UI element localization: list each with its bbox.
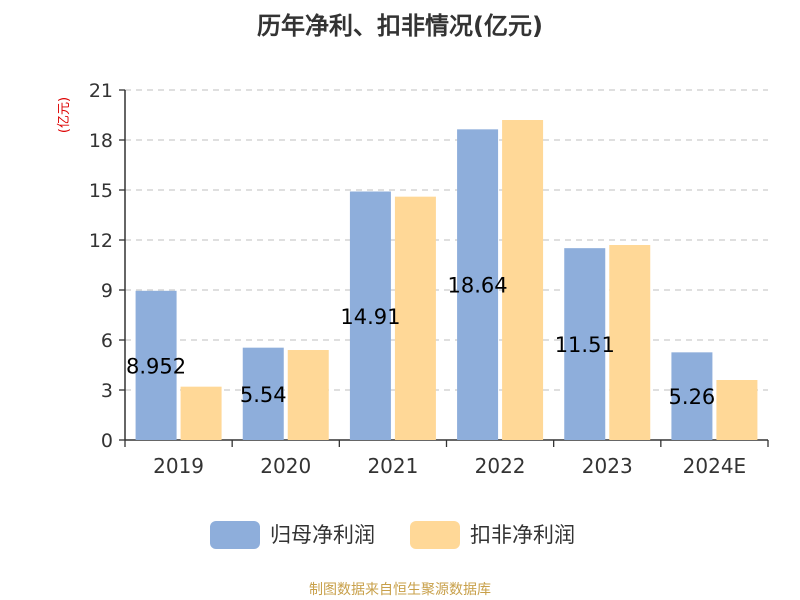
- chart-title: 历年净利、扣非情况(亿元): [257, 12, 543, 40]
- bar-series-1[interactable]: [502, 120, 544, 440]
- bar-series-0[interactable]: [457, 129, 499, 441]
- y-tick-label: 21: [89, 80, 113, 102]
- y-tick-label: 18: [89, 130, 113, 152]
- bar-series-0[interactable]: [242, 347, 284, 440]
- y-tick-label: 9: [101, 280, 113, 302]
- x-tick-label: 2019: [153, 454, 204, 478]
- axes: 0 3 6 9 12 15 18 21 2019 2020 2021 2022 2023 2024E: [89, 80, 769, 478]
- legend: 归母净利润 扣非净利润: [210, 521, 575, 549]
- y-tick-label: 3: [101, 380, 113, 402]
- y-tick-label: 0: [101, 430, 113, 452]
- data-label: 8.952: [126, 354, 186, 378]
- x-tick-label: 2020: [260, 454, 311, 478]
- data-label: 5.26: [669, 385, 716, 409]
- legend-item-series-1[interactable]: 扣非净利润: [410, 521, 575, 549]
- legend-item-series-0[interactable]: 归母净利润: [210, 521, 375, 549]
- x-tick-label: 2022: [475, 454, 526, 478]
- bar-series-1[interactable]: [287, 350, 329, 440]
- data-label: 18.64: [448, 274, 508, 298]
- y-axis-unit: (亿元): [57, 97, 72, 133]
- data-label: 14.91: [340, 305, 400, 329]
- legend-label-series-0: 归母净利润: [270, 523, 375, 547]
- legend-swatch-series-0: [210, 521, 260, 549]
- x-tick-label: 2023: [582, 454, 633, 478]
- data-label: 11.51: [555, 333, 615, 357]
- x-tick-label: 2024E: [683, 454, 747, 478]
- y-tick-label: 15: [89, 180, 113, 202]
- bar-series-0[interactable]: [135, 290, 177, 440]
- bar-series-1[interactable]: [180, 386, 222, 440]
- data-labels: 8.952 5.54 14.91 18.64 11.51 5.26: [126, 274, 715, 410]
- y-tick-label: 6: [101, 330, 113, 352]
- bar-series-0[interactable]: [349, 191, 391, 441]
- bar-series-1[interactable]: [716, 380, 758, 440]
- data-label: 5.54: [240, 383, 287, 407]
- bar-series-1[interactable]: [609, 245, 651, 440]
- legend-label-series-1: 扣非净利润: [470, 523, 575, 547]
- source-note: 制图数据来自恒生聚源数据库: [309, 582, 491, 598]
- bar-series-0[interactable]: [564, 248, 606, 440]
- y-tick-label: 12: [89, 230, 113, 252]
- gridlines: [125, 89, 768, 391]
- x-tick-label: 2021: [367, 454, 418, 478]
- bar-series-0[interactable]: [671, 352, 713, 440]
- bar-series-1[interactable]: [394, 196, 436, 440]
- bars: [135, 120, 758, 441]
- legend-swatch-series-1: [410, 521, 460, 549]
